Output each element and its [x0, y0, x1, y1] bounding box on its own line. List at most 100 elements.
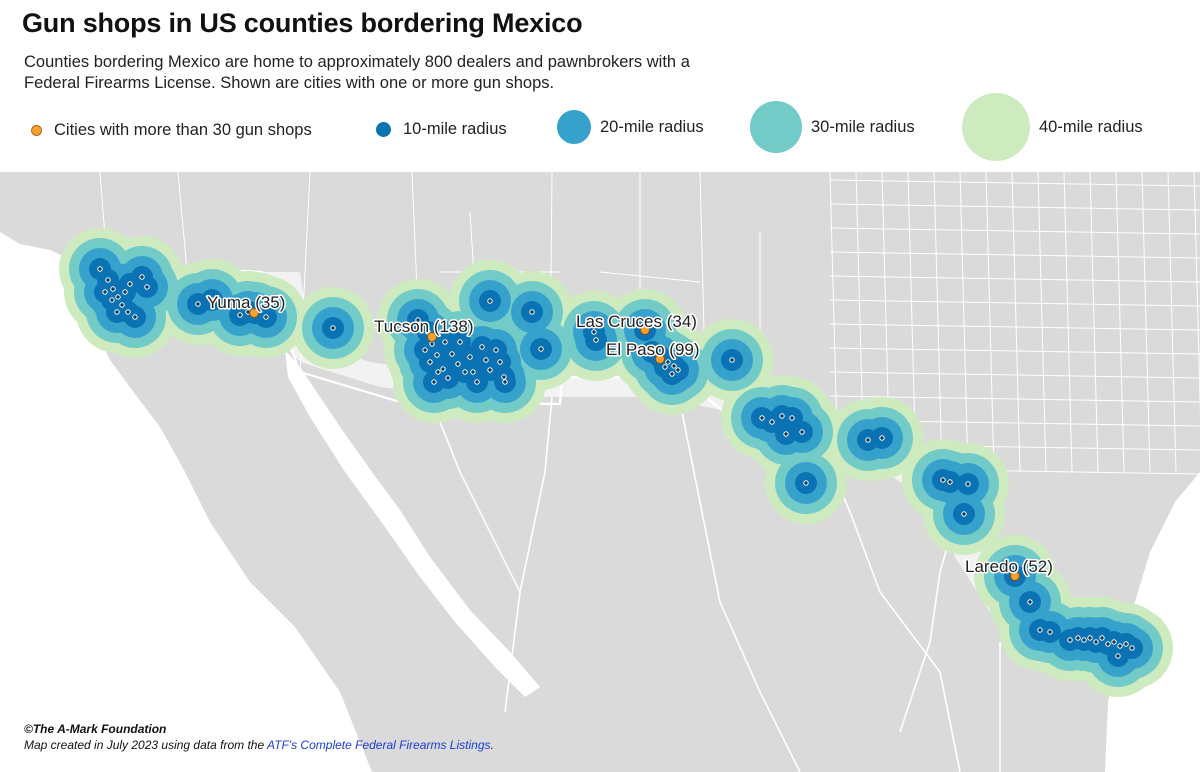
- city-point[interactable]: [1117, 643, 1123, 649]
- legend-item-20-mile: 20-mile radius: [557, 110, 704, 144]
- county-line: [829, 371, 1200, 379]
- city-point[interactable]: [431, 379, 437, 385]
- major-city-marker[interactable]: [1010, 571, 1020, 581]
- city-point[interactable]: [1123, 641, 1129, 647]
- city-point[interactable]: [1093, 639, 1099, 645]
- legend-label-40-mile: 40-mile radius: [1039, 117, 1143, 136]
- city-point[interactable]: [144, 284, 150, 290]
- map[interactable]: Yuma (35) Tucson (138) Las Cruces (34) El P…: [0, 172, 1200, 772]
- gulf-of-california: [285, 350, 540, 697]
- city-point[interactable]: [497, 359, 503, 365]
- city-point[interactable]: [729, 357, 735, 363]
- city-point[interactable]: [665, 359, 671, 365]
- city-point[interactable]: [783, 431, 789, 437]
- city-point[interactable]: [455, 361, 461, 367]
- city-point[interactable]: [501, 374, 507, 380]
- city-point[interactable]: [429, 341, 435, 347]
- city-point[interactable]: [1129, 645, 1135, 651]
- radius-circles: [59, 228, 1173, 697]
- city-point[interactable]: [237, 312, 243, 318]
- city-point[interactable]: [1105, 641, 1111, 647]
- city-point[interactable]: [1037, 627, 1043, 633]
- city-point[interactable]: [125, 309, 131, 315]
- city-point[interactable]: [1075, 635, 1081, 641]
- city-point[interactable]: [662, 364, 668, 370]
- city-point[interactable]: [671, 363, 677, 369]
- city-point[interactable]: [961, 511, 967, 517]
- major-city-marker[interactable]: [249, 308, 259, 318]
- city-point[interactable]: [940, 477, 946, 483]
- city-point[interactable]: [769, 419, 775, 425]
- city-point[interactable]: [1099, 635, 1105, 641]
- city-point[interactable]: [965, 481, 971, 487]
- city-point[interactable]: [127, 281, 133, 287]
- city-point[interactable]: [649, 349, 655, 355]
- city-point[interactable]: [109, 297, 115, 303]
- city-point[interactable]: [427, 359, 433, 365]
- city-point[interactable]: [114, 309, 120, 315]
- city-point[interactable]: [779, 413, 785, 419]
- city-point[interactable]: [479, 344, 485, 350]
- city-point[interactable]: [799, 429, 805, 435]
- city-point[interactable]: [195, 301, 201, 307]
- city-point[interactable]: [1115, 653, 1121, 659]
- radius-20-icon: [557, 110, 591, 144]
- city-point[interactable]: [1081, 637, 1087, 643]
- city-point[interactable]: [591, 329, 597, 335]
- major-city-marker[interactable]: [427, 332, 437, 342]
- city-point[interactable]: [105, 277, 111, 283]
- city-point[interactable]: [422, 347, 428, 353]
- city-point[interactable]: [415, 317, 421, 323]
- city-point[interactable]: [865, 437, 871, 443]
- page-title: Gun shops in US counties bordering Mexic…: [22, 8, 583, 38]
- major-city-marker[interactable]: [655, 354, 665, 364]
- city-point[interactable]: [467, 354, 473, 360]
- city-point[interactable]: [1027, 599, 1033, 605]
- city-point[interactable]: [462, 369, 468, 375]
- city-point[interactable]: [487, 298, 493, 304]
- city-point[interactable]: [102, 289, 108, 295]
- city-point[interactable]: [445, 375, 451, 381]
- city-point[interactable]: [1087, 635, 1093, 641]
- city-point[interactable]: [119, 302, 125, 308]
- major-city-marker[interactable]: [640, 325, 650, 335]
- legend-item-10-mile: 10-mile radius: [376, 120, 507, 139]
- city-point[interactable]: [434, 352, 440, 358]
- city-point[interactable]: [1067, 637, 1073, 643]
- city-point[interactable]: [122, 289, 128, 295]
- city-point[interactable]: [440, 366, 446, 372]
- city-point[interactable]: [803, 480, 809, 486]
- city-point[interactable]: [209, 297, 215, 303]
- city-point[interactable]: [759, 415, 765, 421]
- city-point[interactable]: [330, 325, 336, 331]
- city-point[interactable]: [263, 314, 269, 320]
- city-point[interactable]: [483, 357, 489, 363]
- county-line: [1141, 172, 1151, 473]
- city-point[interactable]: [110, 286, 116, 292]
- city-point[interactable]: [132, 314, 138, 320]
- city-point[interactable]: [115, 294, 121, 300]
- city-point[interactable]: [947, 479, 953, 485]
- city-point[interactable]: [435, 369, 441, 375]
- city-point[interactable]: [449, 351, 455, 357]
- city-point[interactable]: [879, 435, 885, 441]
- city-point[interactable]: [97, 266, 103, 272]
- city-point[interactable]: [593, 337, 599, 343]
- city-point[interactable]: [675, 367, 681, 373]
- city-point[interactable]: [474, 379, 480, 385]
- city-point[interactable]: [1047, 629, 1053, 635]
- city-point[interactable]: [538, 346, 544, 352]
- city-point[interactable]: [487, 367, 493, 373]
- city-point[interactable]: [470, 369, 476, 375]
- city-point[interactable]: [529, 309, 535, 315]
- city-point[interactable]: [493, 347, 499, 353]
- city-point[interactable]: [139, 274, 145, 280]
- city-point[interactable]: [457, 339, 463, 345]
- city-point[interactable]: [442, 339, 448, 345]
- atf-listings-link[interactable]: ATF's Complete Federal Firearms Listings: [267, 738, 491, 752]
- city-point[interactable]: [1111, 639, 1117, 645]
- city-label-las-cruces: Las Cruces (34): [576, 312, 697, 331]
- city-point[interactable]: [669, 371, 675, 377]
- city-point[interactable]: [789, 415, 795, 421]
- city-point[interactable]: [502, 379, 508, 385]
